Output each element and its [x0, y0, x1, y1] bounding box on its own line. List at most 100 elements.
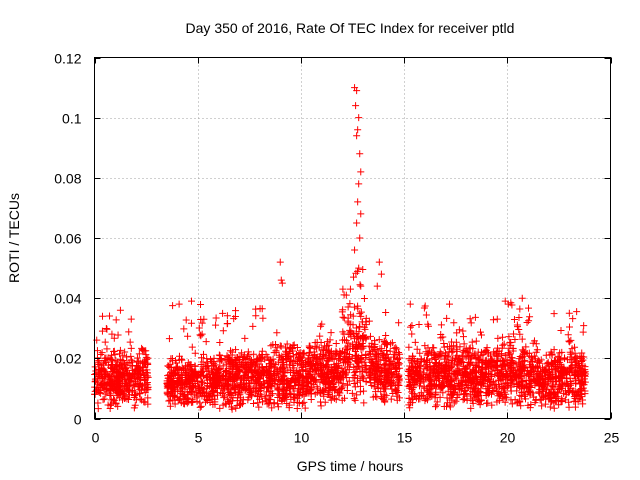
data-point [212, 321, 220, 329]
data-point [338, 347, 346, 355]
data-point [116, 346, 124, 354]
data-point [375, 258, 383, 266]
data-point [233, 371, 241, 379]
data-point [196, 388, 204, 396]
data-point [127, 315, 135, 323]
data-point [346, 320, 354, 328]
data-point [411, 338, 419, 346]
data-point [99, 396, 107, 404]
data-point [580, 322, 588, 330]
data-point [358, 352, 366, 360]
data-point [317, 339, 325, 347]
data-point [285, 404, 293, 412]
data-point [459, 333, 467, 341]
data-point [289, 342, 297, 350]
data-point [358, 340, 366, 348]
data-point [326, 379, 334, 387]
data-point [220, 394, 228, 402]
data-point [259, 314, 267, 322]
data-point [175, 356, 183, 364]
data-point [408, 330, 416, 338]
data-point [394, 358, 402, 366]
data-point [440, 343, 448, 351]
data-point [432, 403, 440, 411]
data-point [243, 358, 251, 366]
x-tick-label: 20 [500, 430, 516, 446]
data-point [339, 380, 347, 388]
data-point [98, 327, 106, 335]
data-point [223, 312, 231, 320]
data-point [197, 332, 205, 340]
data-point [210, 392, 218, 400]
data-point [187, 385, 195, 393]
data-point [110, 334, 118, 342]
data-point [389, 389, 397, 397]
data-point [182, 380, 190, 388]
data-point [384, 369, 392, 377]
data-point [116, 382, 124, 390]
data-point [197, 354, 205, 362]
data-point [319, 361, 327, 369]
data-point [258, 347, 266, 355]
data-point [125, 395, 133, 403]
data-point [127, 344, 135, 352]
data-point [216, 356, 224, 364]
data-point [350, 303, 358, 311]
data-point [350, 363, 358, 371]
data-point [258, 364, 266, 372]
data-point [138, 382, 146, 390]
y-tick-label: 0.12 [54, 51, 81, 67]
data-point [301, 404, 309, 412]
data-point [573, 308, 581, 316]
data-point [182, 316, 190, 324]
data-point [180, 400, 188, 408]
data-point [351, 246, 359, 254]
data-point [209, 371, 217, 379]
data-point [365, 351, 373, 359]
data-point [123, 353, 131, 361]
data-point [246, 389, 254, 397]
data-point [188, 377, 196, 385]
data-point [353, 219, 361, 227]
data-point [96, 367, 104, 375]
data-point [352, 102, 360, 110]
data-point [377, 377, 385, 385]
data-point [325, 374, 333, 382]
data-point [467, 319, 475, 327]
data-point [219, 327, 227, 335]
data-point [228, 405, 236, 413]
data-point [525, 304, 533, 312]
data-point [104, 378, 112, 386]
data-point [175, 300, 183, 308]
data-point [120, 370, 128, 378]
data-point [115, 394, 123, 402]
data-point [111, 363, 119, 371]
data-point [248, 377, 256, 385]
data-point [351, 351, 359, 359]
data-point [344, 303, 352, 311]
data-point [228, 356, 236, 364]
data-point [93, 347, 101, 355]
data-point [317, 350, 325, 358]
data-point [312, 355, 320, 363]
data-point [388, 339, 396, 347]
data-point [172, 364, 180, 372]
data-point [518, 294, 526, 302]
data-point [446, 300, 454, 308]
data-point [355, 180, 363, 188]
data-point [102, 324, 110, 332]
data-point [261, 355, 269, 363]
y-axis-label: ROTI / TECUs [6, 193, 22, 283]
data-point [242, 361, 250, 369]
data-point [327, 369, 335, 377]
data-point [360, 399, 368, 407]
data-point [339, 336, 347, 344]
data-point [217, 389, 225, 397]
data-point [362, 378, 370, 386]
data-point [353, 338, 361, 346]
data-point [443, 314, 451, 322]
data-point [276, 393, 284, 401]
x-tick-label: 0 [92, 430, 100, 446]
data-point [231, 383, 239, 391]
data-point [565, 337, 573, 345]
